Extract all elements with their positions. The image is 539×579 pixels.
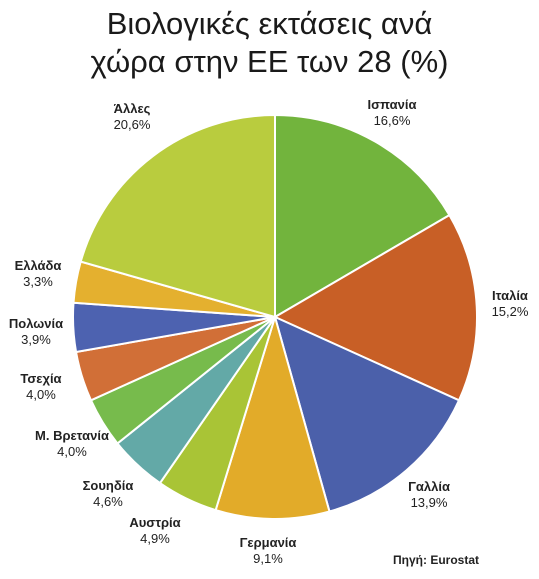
slice-value-label-2: 15,2% [492, 304, 529, 319]
slice-label-5: Αυστρία [129, 515, 180, 530]
slice-label-2: Ιταλία [492, 288, 528, 303]
slice-label-4: Γερμανία [240, 535, 297, 550]
slice-value-label-6: 4,6% [93, 494, 123, 509]
slice-value-label-7: 4,0% [57, 444, 87, 459]
slice-value-label-3: 13,9% [411, 495, 448, 510]
slice-label-8: Τσεχία [20, 371, 61, 386]
pie-slice-3 [273, 315, 461, 513]
slice-value-label-9: 3,9% [21, 332, 51, 347]
source-note: Πηγή: Eurostat [393, 553, 480, 567]
slice-label-11: Άλλες [114, 101, 151, 116]
slice-label-1: Ισπανία [368, 97, 417, 112]
slice-label-6: Σουηδία [83, 478, 134, 493]
chart-title-line-2: χώρα στην ΕΕ των 28 (%) [90, 44, 449, 79]
slice-label-7: Μ. Βρετανία [35, 428, 109, 443]
slice-label-3: Γαλλία [408, 479, 450, 494]
pie-slice-4 [214, 313, 331, 520]
chart-title-line-1: Βιολογικές εκτάσεις ανά [106, 6, 433, 41]
slice-value-label-8: 4,0% [26, 387, 56, 402]
pie-slice-2 [272, 213, 478, 402]
slice-value-label-4: 9,1% [253, 551, 283, 566]
slice-value-label-10: 3,3% [23, 274, 53, 289]
slice-label-9: Πολωνία [9, 316, 63, 331]
pie-slice-1 [274, 113, 451, 319]
slice-value-label-5: 4,9% [140, 531, 170, 546]
slice-label-10: Ελλάδα [15, 258, 62, 273]
slice-value-label-11: 20,6% [114, 117, 151, 132]
slice-value-label-1: 16,6% [374, 113, 411, 128]
pie-slice-11 [79, 113, 276, 319]
